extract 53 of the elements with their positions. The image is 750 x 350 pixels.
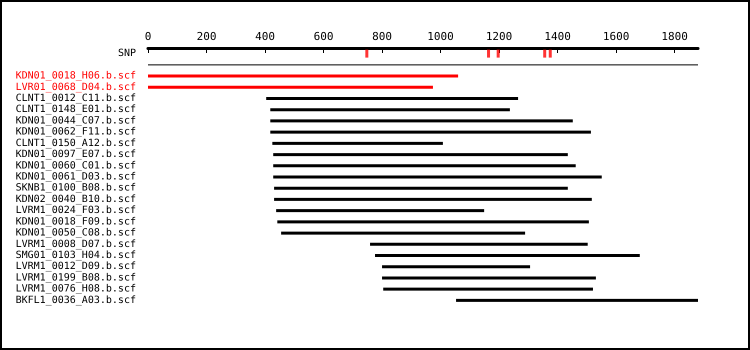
y-tick-label: KDN01_0044_C07.b.scf: [16, 115, 136, 126]
x-tick-label: 1000: [427, 30, 454, 43]
y-tick-label: LVRM1_0024_F03.b.scf: [16, 205, 136, 216]
y-tick-label: KDN01_0018_F09.b.scf: [16, 216, 136, 228]
y-tick-label: KDN01_0050_C08.b.scf: [16, 228, 136, 239]
y-tick-label: CLNT1_0012_C11.b.scf: [16, 92, 136, 104]
y-tick-label: KDN01_0061_D03.b.scf: [16, 172, 136, 182]
y-tick-label: KDN01_0060_C01.b.scf: [16, 160, 136, 172]
bar: [274, 198, 592, 201]
bar: [370, 242, 588, 246]
y-tick-label: CLNT1_0148_E01.b.scf: [16, 104, 136, 116]
bar: [273, 164, 576, 168]
bar: [148, 86, 433, 89]
x-tick-label: 1400: [544, 30, 571, 43]
bar: [383, 288, 593, 291]
bar: [281, 232, 526, 235]
y-tick-label: LVR01_0068_D04.b.scf: [16, 82, 136, 93]
bar: [266, 96, 518, 100]
y-tick-label: LVRM1_0076_H08.b.scf: [16, 284, 136, 295]
x-tick-label: 0: [144, 30, 152, 43]
y-tick-label: KDN01_0062_F11.b.scf: [16, 126, 136, 138]
y-tick-label: LVRM1_0199_B08.b.scf: [16, 272, 136, 284]
x-tick-label: 1600: [602, 30, 630, 43]
bar: [276, 209, 484, 212]
y-tick-label: SKNB1_0100_B08.b.scf: [16, 182, 136, 194]
bar: [273, 176, 602, 178]
bar: [382, 265, 530, 268]
x-tick-label: 1200: [486, 30, 512, 43]
y-tick-label: KDN01_0097_E07.b.scf: [16, 149, 136, 160]
x-tick-label: 600: [314, 30, 334, 43]
bar: [274, 186, 568, 190]
y-tick-label: SMG01_0103_H04.b.scf: [16, 250, 136, 262]
bar: [270, 108, 510, 112]
bar: [270, 119, 573, 122]
y-tick-label: SNP: [118, 48, 136, 60]
bar: [148, 74, 458, 78]
y-tick-label: BKFL1_0036_A03.b.scf: [16, 294, 136, 306]
x-tick-label: 400: [255, 30, 275, 43]
bar: [272, 142, 443, 145]
x-tick-label: 200: [196, 30, 216, 43]
bar: [456, 298, 698, 302]
y-tick-label: KDN02_0040_B10.b.scf: [16, 194, 136, 205]
y-tick-label: KDN01_0018_H06.b.scf: [16, 70, 136, 82]
y-tick-label: LVRM1_0012_D09.b.scf: [16, 261, 136, 272]
bar: [273, 153, 568, 156]
x-tick-label: 800: [372, 30, 392, 43]
bar: [270, 130, 591, 134]
bar: [382, 276, 596, 280]
x-tick-label: 1800: [661, 30, 688, 43]
bar: [375, 254, 640, 258]
bar: [277, 220, 589, 224]
y-tick-label: LVRM1_0008_D07.b.scf: [16, 238, 136, 250]
y-tick-label: CLNT1_0150_A12.b.scf: [16, 138, 136, 149]
